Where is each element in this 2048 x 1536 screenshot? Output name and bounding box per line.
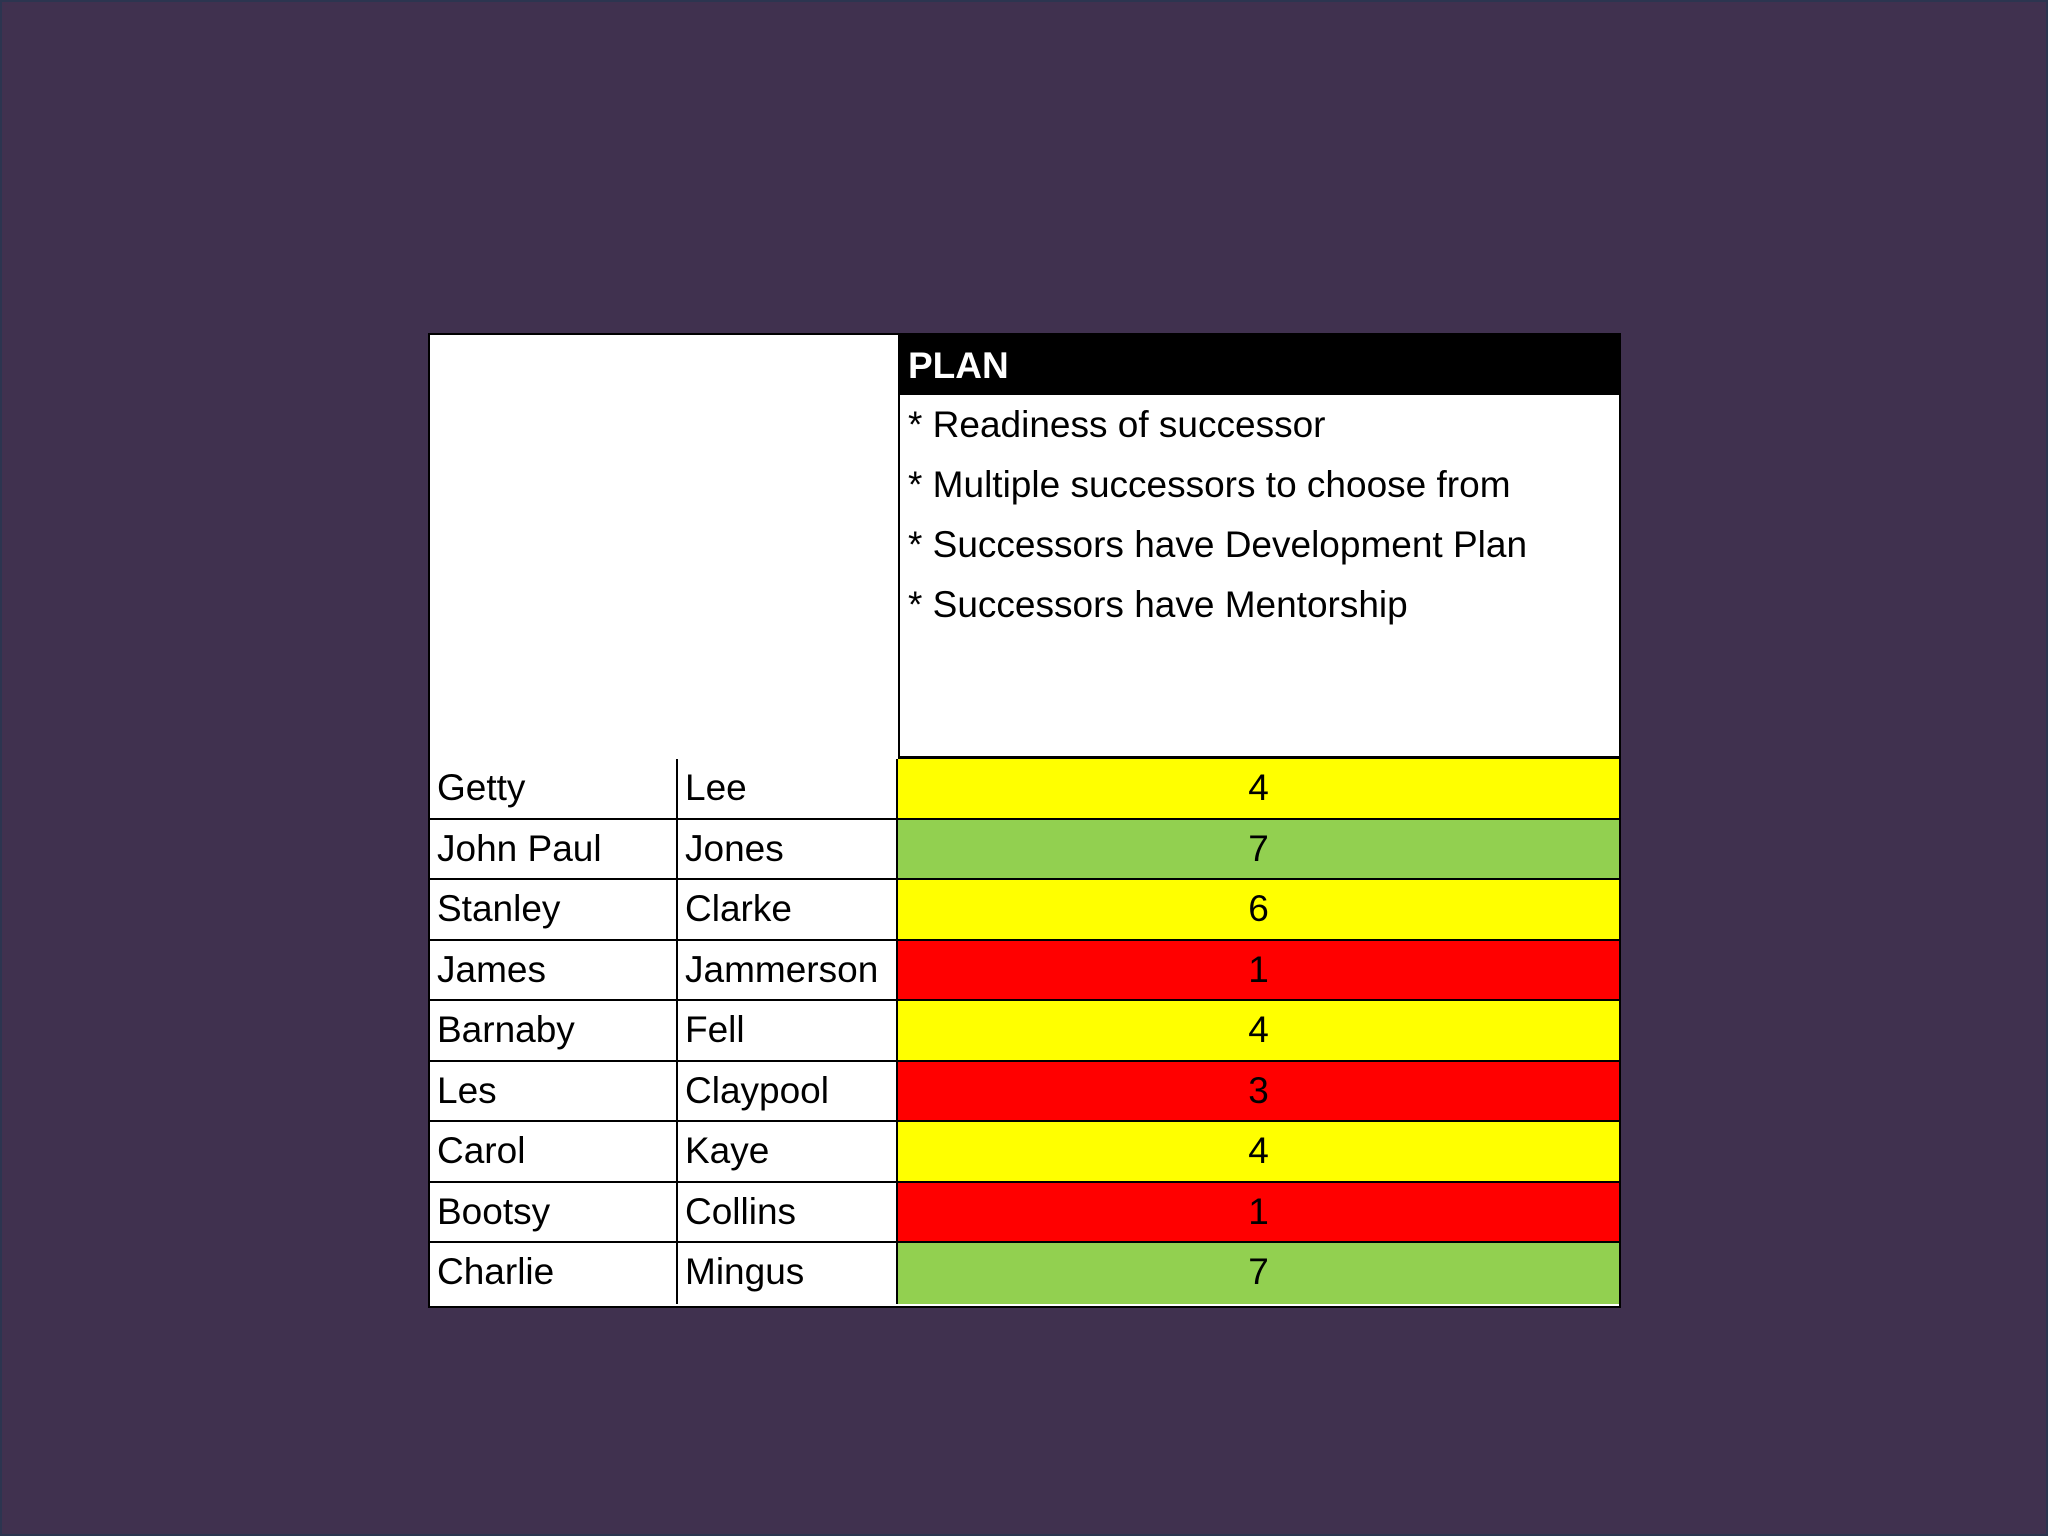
last-name-cell: Clarke <box>678 880 898 939</box>
score-cell: 6 <box>898 880 1619 939</box>
first-name-cell: Getty <box>430 759 678 818</box>
first-name-cell: Carol <box>430 1122 678 1181</box>
first-name-cell: Charlie <box>430 1243 678 1304</box>
table-row: Carol Kaye 4 <box>430 1122 1619 1183</box>
score-cell: 1 <box>898 1182 1619 1241</box>
score-cell: 7 <box>898 1243 1619 1304</box>
table-row: Barnaby Fell 4 <box>430 1001 1619 1062</box>
table-body: Getty Lee 4 John Paul Jones 7 Stanley Cl… <box>430 759 1619 1304</box>
first-name-cell: John Paul <box>430 819 678 878</box>
table-row: Les Claypool 3 <box>430 1061 1619 1122</box>
score-cell: 4 <box>898 1122 1619 1181</box>
table-row: Charlie Mingus 7 <box>430 1243 1619 1304</box>
score-cell: 1 <box>898 940 1619 999</box>
first-name-cell: James <box>430 940 678 999</box>
score-cell: 4 <box>898 759 1619 818</box>
last-name-cell: Jones <box>678 819 898 878</box>
plan-criterion: * Successors have Mentorship <box>908 584 1408 625</box>
plan-criterion: * Multiple successors to choose from <box>908 464 1511 505</box>
succession-table: PLAN * Readiness of successor * Multiple… <box>428 333 1621 1308</box>
table-row: John Paul Jones 7 <box>430 819 1619 880</box>
plan-title: PLAN <box>900 335 1619 395</box>
header-blank-cell <box>430 335 898 759</box>
last-name-cell: Mingus <box>678 1243 898 1304</box>
table-row: Bootsy Collins 1 <box>430 1182 1619 1243</box>
first-name-cell: Bootsy <box>430 1182 678 1241</box>
plan-header: PLAN * Readiness of successor * Multiple… <box>898 335 1619 759</box>
last-name-cell: Collins <box>678 1182 898 1241</box>
plan-criterion: * Readiness of successor <box>908 404 1326 445</box>
table-row: Stanley Clarke 6 <box>430 880 1619 941</box>
first-name-cell: Les <box>430 1061 678 1120</box>
last-name-cell: Jammerson <box>678 940 898 999</box>
last-name-cell: Claypool <box>678 1061 898 1120</box>
score-cell: 4 <box>898 1001 1619 1060</box>
last-name-cell: Fell <box>678 1001 898 1060</box>
score-cell: 7 <box>898 819 1619 878</box>
table-row: James Jammerson 1 <box>430 940 1619 1001</box>
score-cell: 3 <box>898 1061 1619 1120</box>
plan-criterion: * Successors have Development Plan <box>908 524 1528 565</box>
first-name-cell: Barnaby <box>430 1001 678 1060</box>
first-name-cell: Stanley <box>430 880 678 939</box>
table-row: Getty Lee 4 <box>430 759 1619 820</box>
last-name-cell: Kaye <box>678 1122 898 1181</box>
last-name-cell: Lee <box>678 759 898 818</box>
